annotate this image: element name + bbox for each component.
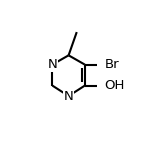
Text: Br: Br — [105, 58, 119, 71]
Text: N: N — [64, 90, 73, 103]
Text: N: N — [47, 58, 57, 71]
Text: OH: OH — [105, 79, 125, 92]
